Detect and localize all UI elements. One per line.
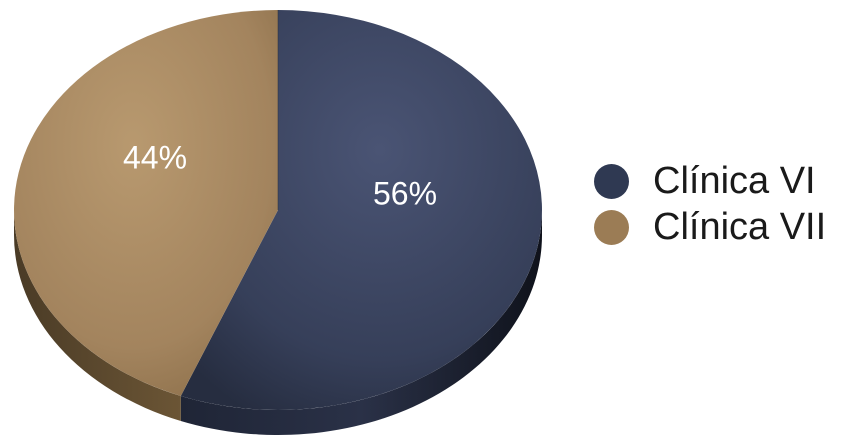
pie-slice-clinica-vii bbox=[14, 10, 278, 396]
legend: Clínica VI Clínica VII bbox=[594, 158, 826, 250]
legend-label-clinica-vii: Clínica VII bbox=[653, 206, 827, 248]
legend-swatch-clinica-vii bbox=[594, 209, 629, 245]
legend-item-clinica-vii: Clínica VII bbox=[594, 204, 826, 250]
data-label-clinica-vii: 44% bbox=[123, 139, 187, 175]
pie-slice-clinica-vi bbox=[180, 10, 543, 410]
legend-label-clinica-vi: Clínica VI bbox=[653, 160, 816, 202]
legend-swatch-clinica-vi bbox=[594, 163, 629, 199]
data-label-clinica-vi: 56% bbox=[373, 175, 437, 211]
pie-side-clinica-vi bbox=[180, 210, 542, 435]
legend-item-clinica-vi: Clínica VI bbox=[594, 158, 826, 204]
pie-side-clinica-vii bbox=[14, 210, 181, 421]
